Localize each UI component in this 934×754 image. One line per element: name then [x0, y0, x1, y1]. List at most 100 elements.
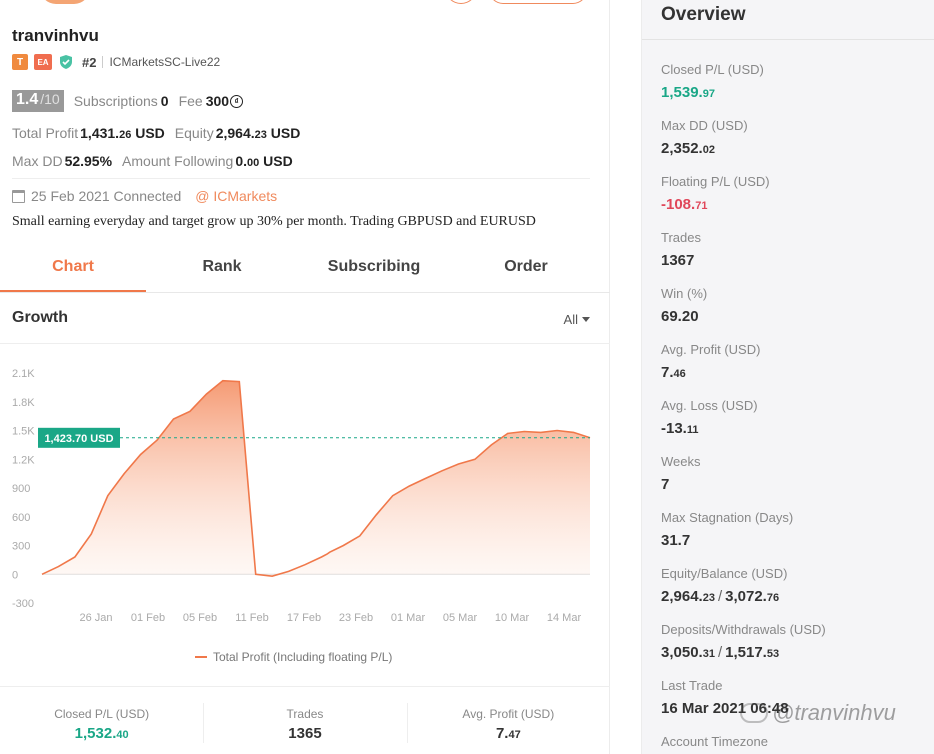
overview-item: Max Stagnation (Days) 31.7 [661, 510, 793, 549]
overview-item-value: 2,964.23/3,072.76 [661, 588, 780, 605]
equity-value: 2,964.23 USD [215, 125, 301, 141]
score-badge: 1.4/10 [12, 90, 64, 112]
summary-stat-value: 7.47 [495, 725, 521, 742]
username: tranvinhvu [12, 26, 99, 45]
summary-stat-value: 1,532.40 [74, 725, 129, 742]
caret-down-icon [582, 317, 590, 322]
y-tick-label: 1.2K [12, 454, 35, 466]
score-row: 1.4/10 Subscriptions 0 Fee 300 ₫ [12, 90, 244, 112]
tab-bar: Chart Rank Subscribing Order [0, 245, 610, 293]
overview-item-value: 1367 [661, 252, 695, 269]
connected-row: 25 Feb 2021 Connected @ ICMarkets [12, 188, 277, 204]
current-value-badge [38, 427, 120, 448]
fee-value: 300 [205, 93, 230, 109]
overview-item-label: Trades [661, 230, 701, 245]
amount-following-label: Amount Following [122, 153, 234, 169]
favorite-button[interactable] [445, 0, 477, 4]
current-value-label: 1,423.70 USD [44, 433, 113, 445]
x-tick-label: 05 Mar [443, 612, 478, 624]
summary-stat-label: Trades [286, 707, 324, 721]
series-line [41, 379, 591, 578]
range-value: All [563, 312, 578, 327]
total-profit-label: Total Profit [12, 125, 79, 141]
overview-item: Closed P/L (USD) 1,539.97 [661, 62, 764, 101]
range-dropdown[interactable]: All [564, 312, 590, 327]
trader-profile-panel: tranvinhvu T EA #2 ICMarketsSC-Live22 1.… [0, 0, 610, 754]
chart-legend[interactable]: Total Profit (Including floating P/L) [195, 650, 392, 664]
x-tick-label: 05 Feb [183, 612, 217, 624]
watermark: @tranvinhvu [740, 700, 896, 726]
overview-item: Account Timezone [661, 734, 768, 749]
growth-title: Growth [12, 309, 68, 326]
fee-label: Fee [178, 93, 203, 109]
y-tick-label: 1.5K [12, 426, 35, 438]
overview-item-value: 69.20 [661, 308, 699, 325]
summary-stat: Avg. Profit (USD) 7.47 [406, 687, 610, 754]
overview-item-label: Account Timezone [661, 734, 768, 749]
strategy-description: Small earning everyday and target grow u… [12, 214, 536, 229]
tab-rank[interactable]: Rank [202, 258, 242, 275]
overview-item: Last Trade 16 Mar 2021 06:48 [661, 678, 789, 717]
overview-item-value: 31.7 [661, 532, 691, 549]
legend-label: Total Profit (Including floating P/L) [213, 650, 393, 664]
overview-item-value: -108.71 [661, 196, 708, 213]
badge-row: T EA #2 ICMarketsSC-Live22 [12, 54, 220, 70]
tab-order[interactable]: Order [504, 258, 548, 275]
overview-item-label: Max Stagnation (Days) [661, 510, 794, 525]
overview-item-value: 16 Mar 2021 06:48 [661, 700, 789, 717]
divider [102, 56, 104, 68]
divider [12, 178, 590, 179]
overview-item-value: 3,050.31/1,517.53 [661, 644, 780, 661]
area-fill [42, 380, 590, 577]
overview-item-label: Max DD (USD) [661, 118, 748, 133]
tab-chart[interactable]: Chart [0, 245, 146, 292]
calendar-icon [12, 189, 25, 203]
overview-item: Avg. Loss (USD) -13.11 [661, 398, 758, 437]
profit-row: Total Profit 1,431.26 USD Equity 2,964.2… [12, 125, 310, 141]
overview-item-label: Floating P/L (USD) [661, 174, 770, 189]
rank-number: #2 [82, 54, 97, 70]
overview-item: Win (%) 69.20 [661, 286, 707, 325]
growth-header: Growth All [0, 293, 610, 344]
score-value: 1.4 [16, 91, 39, 108]
x-tick-label: 23 Feb [339, 612, 373, 624]
y-tick-label: 2.1K [12, 368, 35, 380]
y-tick-label: 1.8K [12, 397, 35, 409]
summary-stats: Closed P/L (USD) 1,532.40 Trades 1365 Avg. P… [0, 686, 610, 754]
overview-item: Weeks 7 [661, 454, 701, 493]
trader-badge-icon: T [12, 54, 28, 70]
amount-following-value: 0.00 USD [235, 153, 293, 169]
overview-item-label: Weeks [661, 454, 701, 469]
max-dd-label: Max DD [12, 153, 63, 169]
overview-item-value: 1,539.97 [661, 84, 715, 101]
chat-bubble-icon [740, 703, 768, 723]
broker-link[interactable]: @ ICMarkets [195, 188, 278, 204]
avatar[interactable] [40, 0, 90, 4]
watermark-text: @tranvinhvu [772, 700, 896, 725]
overview-item: Max DD (USD) 2,352.02 [661, 118, 748, 157]
tab-subscribing[interactable]: Subscribing [327, 258, 421, 275]
overview-item: Floating P/L (USD) -108.71 [661, 174, 770, 213]
summary-stat-label: Closed P/L (USD) [54, 707, 150, 721]
divider [642, 39, 934, 40]
server-name: ICMarketsSC-Live22 [109, 55, 221, 69]
subscribe-button[interactable] [489, 0, 587, 4]
subscriptions-value: 0 [160, 93, 169, 109]
ea-badge-icon: EA [34, 54, 52, 70]
growth-chart[interactable]: 2.1K 1.8K 1.5K 1.2K 900 600 300 0 -300 26 Jan 01 F… [0, 360, 610, 630]
overview-item-label: Equity/Balance (USD) [661, 566, 788, 581]
summary-stat: Trades 1365 [203, 687, 406, 754]
y-tick-label: 0 [12, 569, 18, 581]
overview-item: Deposits/Withdrawals (USD) 3,050.31/1,517… [661, 622, 826, 661]
overview-item-label: Last Trade [661, 678, 723, 693]
max-dd-value: 52.95% [64, 153, 113, 169]
subscriptions-label: Subscriptions [73, 93, 158, 109]
overview-item: Equity/Balance (USD) 2,964.23/3,072.76 [661, 566, 787, 605]
legend-swatch [195, 656, 207, 658]
overview-item: Trades 1367 [661, 230, 701, 269]
summary-stat-value: 1365 [288, 725, 322, 742]
overview-item-label: Avg. Loss (USD) [661, 398, 758, 413]
overview-panel: Overview Closed P/L (USD) 1,539.97 Max DD … [641, 0, 934, 754]
y-tick-label: -300 [12, 598, 34, 610]
overview-item-label: Closed P/L (USD) [661, 62, 764, 77]
